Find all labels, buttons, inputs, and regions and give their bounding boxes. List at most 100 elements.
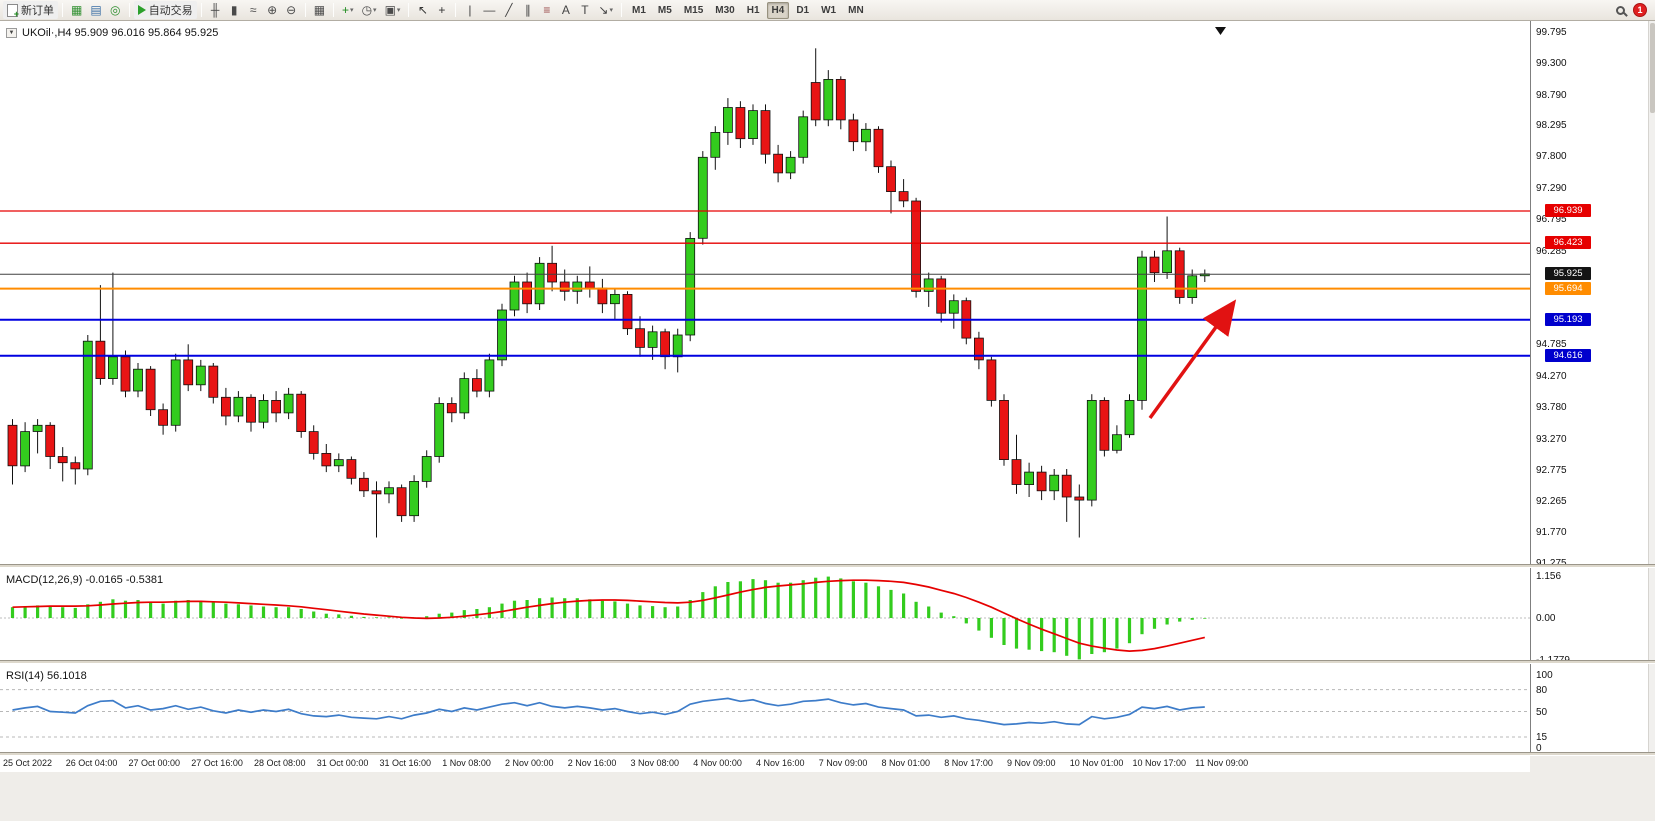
price-scale-label: 91.770	[1536, 527, 1567, 539]
drawing-tools-group: | — ╱ ∥ ≡ A T ↘ ▾	[460, 1, 617, 19]
time-axis-label: 10 Nov 01:00	[1069, 758, 1124, 768]
indicators-icon: +	[342, 3, 350, 17]
candles-layer	[7, 48, 1210, 538]
time-axis[interactable]: 25 Oct 2022 26 Oct 04:00 27 Oct 00:00 27 Oc…	[0, 756, 1530, 772]
timeframe-button-d1[interactable]: D1	[796, 5, 810, 16]
symbol-dropdown-icon[interactable]: ▼	[6, 28, 17, 38]
toolbar-separator	[621, 3, 622, 17]
horizontal-line-tool-button[interactable]: —	[479, 1, 499, 19]
fibonacci-tool-icon: ≡	[543, 3, 551, 17]
arrows-tool-button[interactable]: ↘ ▾	[594, 1, 617, 19]
price-scale-label: 93.780	[1536, 401, 1567, 413]
zoom-in-button[interactable]: ⊕	[263, 1, 282, 19]
timeframe-button-m15[interactable]: M15	[683, 5, 704, 16]
toolbar-separator	[62, 3, 63, 17]
macd-signal-line	[12, 579, 1205, 652]
crosshair-icon: +	[438, 3, 446, 17]
timeframe-button-m1[interactable]: M1	[632, 5, 646, 16]
price-tag-96.423: 96.423	[1545, 236, 1591, 249]
line-chart-button[interactable]: ≈	[244, 1, 263, 19]
timeframe-button-h4[interactable]: H4	[766, 2, 790, 19]
periods-button[interactable]: ◷ ▾	[358, 1, 381, 19]
navigator-button[interactable]: ◎	[106, 1, 125, 19]
templates-button[interactable]: ▣ ▾	[381, 1, 405, 19]
price-tag-96.939: 96.939	[1545, 204, 1591, 217]
time-axis-label: 26 Oct 04:00	[65, 758, 118, 768]
tile-windows-button[interactable]: ▦	[310, 1, 329, 19]
macd-scale-label: 0.00	[1536, 613, 1556, 624]
time-axis-label: 8 Nov 01:00	[881, 758, 931, 768]
horizontal-line-tool-icon: —	[483, 3, 496, 17]
zoom-out-button[interactable]: ⊖	[282, 1, 301, 19]
macd-scale-label: 1.156	[1536, 571, 1562, 583]
text-tool-button[interactable]: A	[556, 1, 575, 19]
time-axis-label: 4 Nov 16:00	[756, 758, 805, 768]
autotrade-play-icon	[137, 5, 146, 15]
rsi-scale-label: 100	[1536, 670, 1553, 681]
time-axis-label: 28 Oct 08:00	[254, 758, 306, 768]
channel-tool-button[interactable]: ∥	[518, 1, 537, 19]
timeframe-button-m30[interactable]: M30	[715, 5, 735, 16]
toolbar-separator	[200, 3, 202, 17]
time-axis-label: 31 Oct 00:00	[316, 758, 369, 768]
window-icons-group: ▦ ▤ ◎	[67, 1, 125, 19]
pane-separator[interactable]	[0, 564, 1655, 568]
horizontal-lines-layer[interactable]	[0, 210, 1530, 357]
rsi-scale-label: 15	[1536, 732, 1548, 744]
trendline-tool-icon: ╱	[505, 3, 513, 17]
timeframe-button-m5[interactable]: M5	[657, 5, 672, 16]
trendline-tool-button[interactable]: ╱	[499, 1, 518, 19]
pane-separator[interactable]	[0, 752, 1655, 756]
rsi-scale-label: 50	[1536, 706, 1548, 718]
rsi-title: RSI(14) 56.1018	[6, 670, 87, 682]
vertical-line-tool-button[interactable]: |	[460, 1, 479, 19]
price-scale-label: 96.285	[1536, 245, 1567, 257]
cursor-button[interactable]: ↖	[413, 1, 432, 19]
chart-header-text: UKOil·,H4 95.909 96.016 95.864 95.925	[22, 27, 219, 39]
timeframe-button-h1[interactable]: H1	[746, 5, 760, 16]
fibonacci-tool-button[interactable]: ≡	[537, 1, 556, 19]
candlestick-chart[interactable]	[0, 21, 1530, 564]
time-axis-label: 31 Oct 16:00	[379, 758, 432, 768]
scrollbar-thumb[interactable]	[1650, 23, 1655, 113]
toolbar-separator	[128, 3, 130, 17]
rsi-chart[interactable]	[0, 664, 1530, 752]
data-window-button[interactable]: ▤	[86, 1, 105, 19]
line-chart-icon: ≈	[249, 3, 257, 17]
notification-badge[interactable]: 1	[1633, 3, 1647, 17]
main-chart-pane[interactable]: ▼ UKOil·,H4 95.909 96.016 95.864 95.925	[0, 21, 1530, 564]
rsi-scale-label: 0	[1536, 743, 1542, 754]
tile-windows-icon: ▦	[313, 3, 326, 17]
time-axis-label: 3 Nov 08:00	[630, 758, 680, 768]
market-watch-button[interactable]: ▦	[67, 1, 86, 19]
time-axis-label: 27 Oct 00:00	[128, 758, 181, 768]
vertical-scrollbar[interactable]	[1648, 21, 1655, 756]
crosshair-button[interactable]: +	[432, 1, 451, 19]
search-icon[interactable]	[1616, 5, 1625, 15]
time-axis-label: 7 Nov 09:00	[818, 758, 868, 768]
macd-pane[interactable]: MACD(12,26,9) -0.0165 -0.5381	[0, 568, 1530, 660]
time-axis-label: 25 Oct 2022	[3, 758, 53, 768]
new-order-button[interactable]: 新订单	[3, 1, 58, 19]
ohlc-bars-button[interactable]: ╫	[206, 1, 225, 19]
time-axis-label: 1 Nov 08:00	[442, 758, 491, 768]
timeframe-button-w1[interactable]: W1	[821, 5, 837, 16]
price-scale-label: 93.270	[1536, 433, 1567, 445]
macd-chart[interactable]	[0, 568, 1530, 660]
price-axis[interactable]: 99.795 99.300 98.790 98.295 97.800 97.290 96.7…	[1530, 21, 1648, 756]
zoom-out-icon: ⊖	[286, 3, 297, 17]
trend-arrow-annotation[interactable]	[1148, 299, 1237, 420]
zoom-in-icon: ⊕	[267, 3, 278, 17]
autotrade-button[interactable]: 自动交易	[133, 1, 197, 19]
rsi-pane[interactable]: RSI(14) 56.1018	[0, 664, 1530, 752]
toolbar-right-group: 1	[1616, 3, 1652, 17]
timeframe-button-mn[interactable]: MN	[848, 5, 864, 16]
chart-marker-triangle[interactable]	[1215, 27, 1226, 35]
text-label-tool-button[interactable]: T	[575, 1, 594, 19]
chevron-down-icon: ▾	[350, 7, 354, 14]
price-scale-label: 91.275	[1536, 558, 1567, 569]
time-axis-label: 2 Nov 00:00	[505, 758, 554, 768]
candlestick-chart-button[interactable]: ▮	[225, 1, 244, 19]
pane-separator[interactable]	[0, 660, 1655, 664]
indicators-button[interactable]: + ▾	[338, 1, 358, 19]
